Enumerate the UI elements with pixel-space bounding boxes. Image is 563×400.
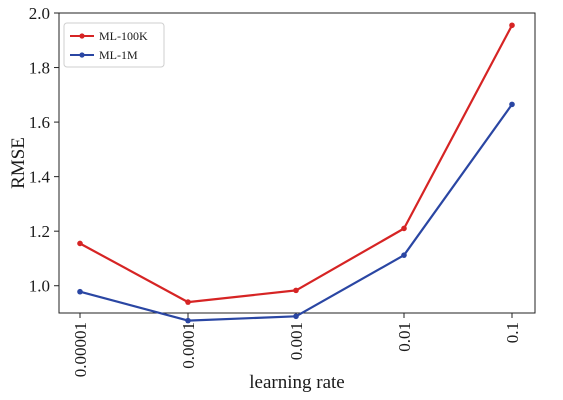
y-axis: 1.0 1.2 1.4 1.6 1.8 2.0	[29, 4, 59, 296]
x-tick-label: 0.1	[503, 322, 522, 343]
data-point-ml-1m	[401, 252, 407, 258]
data-point-ml-100k	[77, 240, 83, 247]
data-point-ml-1m	[185, 317, 191, 324]
data-point-ml-100k	[293, 287, 299, 294]
legend-label-ml-1m: ML-1M	[99, 48, 138, 62]
data-point-ml-100k	[509, 22, 515, 29]
x-tick-label: 0.00001	[71, 322, 90, 377]
legend-label-ml-100k: ML-100K	[99, 29, 148, 43]
y-tick-label: 1.6	[29, 113, 50, 132]
plot-frame	[58, 12, 536, 314]
data-point-ml-1m	[293, 313, 299, 320]
y-axis-title: RMSE	[8, 137, 29, 189]
x-tick-label: 0.0001	[179, 322, 198, 369]
y-tick-label: 2.0	[29, 4, 50, 23]
data-point-ml-1m	[509, 101, 515, 108]
y-tick-label: 1.8	[29, 59, 50, 78]
y-tick-label: 1.4	[29, 168, 51, 187]
legend-marker-ml-1m	[79, 52, 85, 58]
x-axis-title: learning rate	[249, 372, 344, 393]
series-layer	[77, 22, 515, 324]
data-point-ml-100k	[185, 299, 191, 305]
y-tick-label: 1.0	[29, 277, 50, 296]
data-point-ml-1m	[77, 288, 83, 295]
legend-marker-ml-100k	[79, 33, 85, 39]
y-tick-label: 1.2	[29, 222, 50, 241]
x-axis: 0.00001 0.0001 0.001 0.01 0.1	[71, 313, 522, 377]
x-tick-label: 0.001	[287, 322, 306, 360]
data-point-ml-100k	[401, 225, 407, 232]
x-tick-label: 0.01	[395, 322, 414, 352]
legend: ML-100K ML-1M	[63, 22, 165, 68]
